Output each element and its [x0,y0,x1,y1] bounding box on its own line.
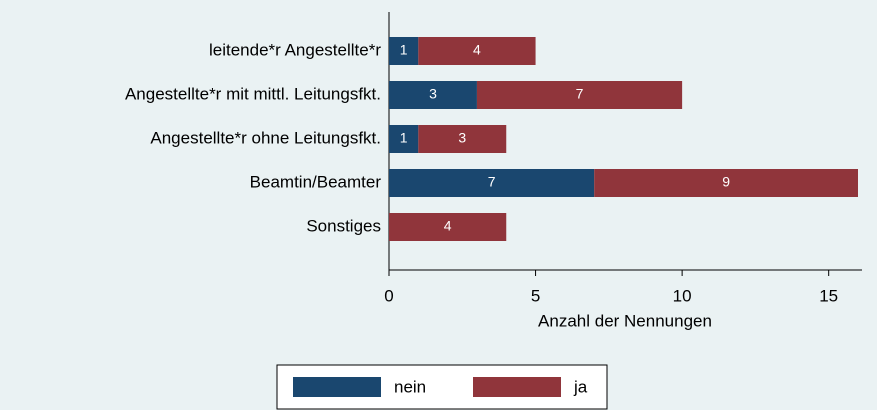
x-tick-label: 0 [384,286,393,305]
bar-label: 7 [576,86,584,102]
x-axis-title: Anzahl der Nennungen [538,311,712,330]
legend-label: ja [573,377,588,396]
bar-label: 4 [444,218,452,234]
y-tick-label: Angestellte*r mit mittl. Leitungsfkt. [125,84,381,103]
y-tick-label: Angestellte*r ohne Leitungsfkt. [150,128,381,147]
bar [418,125,507,153]
bar-label: 1 [400,130,408,146]
bar [389,213,507,241]
bar-label: 7 [488,174,496,190]
y-tick-label: Beamtin/Beamter [250,172,382,191]
bar [389,81,477,109]
bar [389,169,595,197]
x-tick-label: 5 [531,286,540,305]
x-tick-label: 15 [819,286,838,305]
y-tick-label: leitende*r Angestellte*r [209,40,381,59]
bar-label: 9 [722,174,730,190]
bar-label: 1 [400,42,408,58]
bar-label: 4 [473,42,481,58]
bar [389,125,419,153]
bar-label: 3 [458,130,466,146]
legend-swatch [473,377,561,397]
bar [418,37,536,65]
bar-label: 3 [429,86,437,102]
bar [389,37,419,65]
legend-swatch [293,377,381,397]
y-tick-label: Sonstiges [306,216,381,235]
bar [594,169,858,197]
legend-label: nein [394,377,426,396]
x-tick-label: 10 [673,286,692,305]
bar [476,81,683,109]
